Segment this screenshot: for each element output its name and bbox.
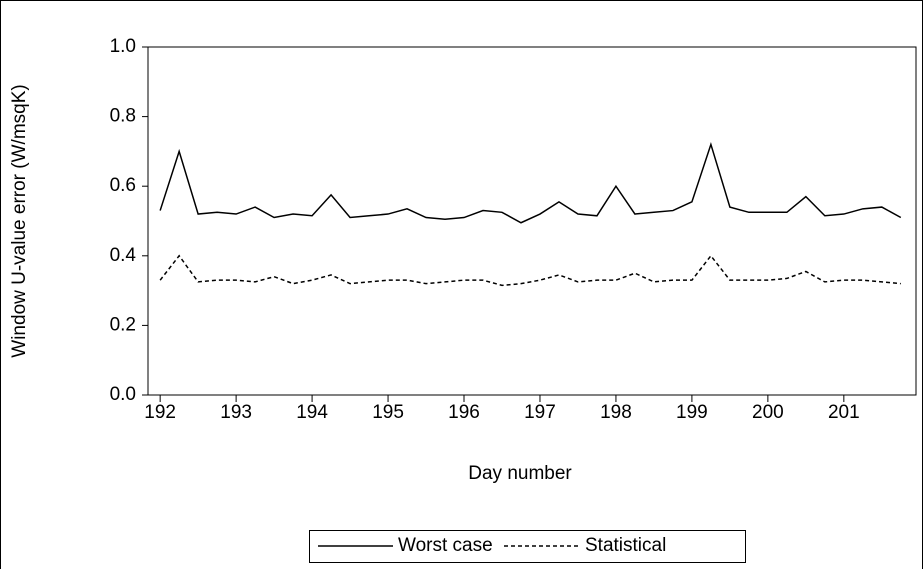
series-line — [159, 141, 902, 224]
x-tick-label: 192 — [144, 402, 176, 423]
x-axis-title: Day number — [468, 463, 572, 484]
x-tick-label: 196 — [448, 402, 480, 423]
y-tick-label: 0.4 — [110, 245, 137, 266]
plot-area — [147, 46, 917, 396]
legend-label: Statistical — [585, 535, 666, 556]
y-tick-label: 0.2 — [110, 314, 136, 335]
y-tick-label: 0.6 — [110, 175, 136, 196]
y-tick-label: 0.0 — [110, 384, 136, 405]
legend-label: Worst case — [398, 535, 493, 556]
series-line — [159, 254, 901, 287]
x-tick-label: 197 — [524, 402, 556, 423]
x-tick-label: 200 — [752, 402, 784, 423]
x-tick-label: 193 — [220, 402, 252, 423]
x-tick-label: 198 — [600, 402, 632, 423]
x-tick-label: 199 — [676, 402, 708, 423]
x-tick-label: 201 — [828, 402, 860, 423]
y-tick-label: 1.0 — [110, 36, 136, 57]
x-tick-label: 194 — [296, 402, 328, 423]
y-axis-title: Window U-value error (W/msqK) — [9, 84, 30, 357]
x-tick-label: 195 — [372, 402, 404, 423]
y-tick-label: 0.8 — [110, 106, 136, 127]
